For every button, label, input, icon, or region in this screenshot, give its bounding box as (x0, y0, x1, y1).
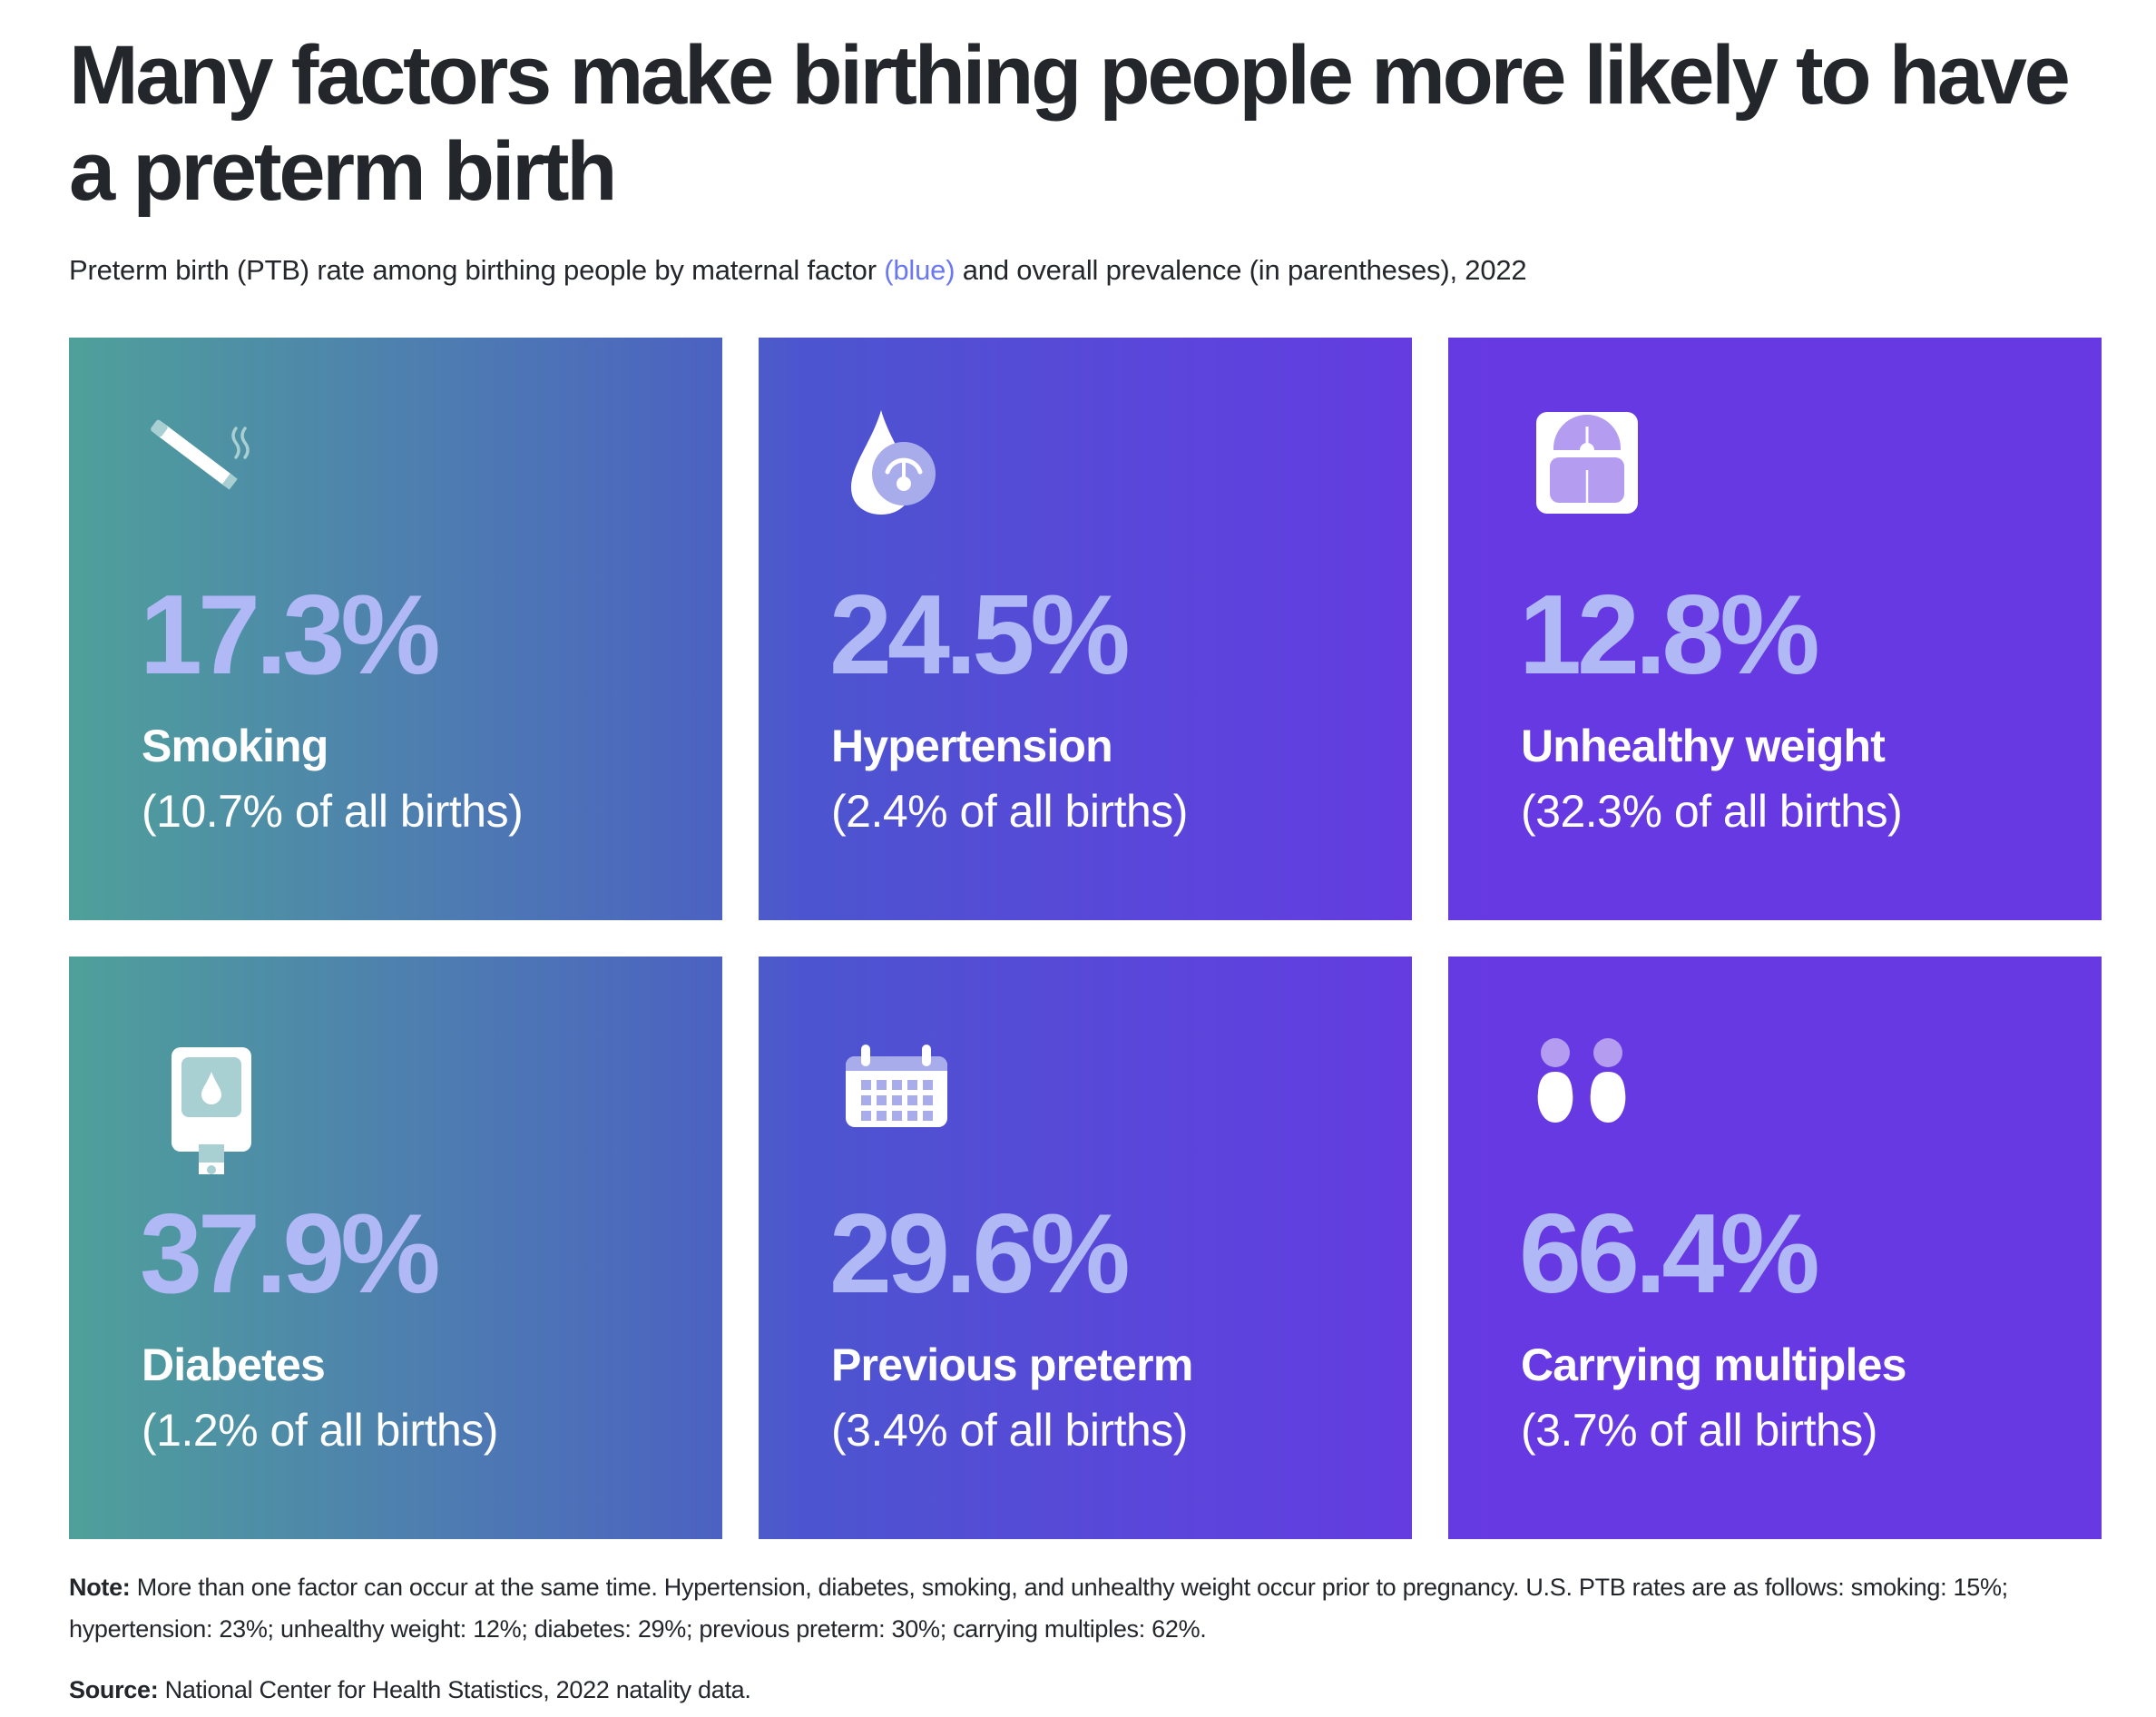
subtitle-highlight-blue: (blue) (884, 254, 956, 286)
subtitle-text-end: and overall prevalence (in parentheses),… (955, 254, 1527, 286)
note-text: More than one factor can occur at the sa… (69, 1574, 2008, 1643)
stat-value: 66.4% (1519, 1192, 1820, 1317)
note-label: Note: (69, 1574, 131, 1601)
footnote: Note: More than one factor can occur at … (69, 1566, 2120, 1650)
stat-value: 24.5% (829, 573, 1131, 698)
source-line: Source: National Center for Health Stati… (69, 1673, 751, 1706)
weight-scale-icon (1521, 401, 1639, 519)
prevalence-label: (2.4% of all births) (831, 786, 1188, 837)
factor-label: Previous preterm (831, 1339, 1193, 1390)
multiples-icon (1521, 1020, 1639, 1138)
stat-value: 12.8% (1519, 573, 1820, 698)
prevalence-label: (10.7% of all births) (142, 786, 524, 837)
prevalence-label: (3.4% of all births) (831, 1405, 1188, 1456)
prevalence-label: (1.2% of all births) (142, 1405, 498, 1456)
subtitle-text: Preterm birth (PTB) rate among birthing … (69, 254, 885, 286)
cigarette-icon (142, 401, 260, 519)
stat-value: 17.3% (140, 573, 441, 698)
stat-value: 29.6% (829, 1192, 1131, 1317)
prevalence-label: (32.3% of all births) (1521, 786, 1903, 837)
factor-card-diabetes: 37.9% Diabetes (1.2% of all births) (69, 957, 722, 1539)
factor-label: Carrying multiples (1521, 1339, 1906, 1390)
page-title: Many factors make birthing people more l… (69, 29, 2071, 218)
calendar-icon (831, 1020, 949, 1138)
factor-label: Diabetes (142, 1339, 326, 1390)
prevalence-label: (3.7% of all births) (1521, 1405, 1877, 1456)
source-text: National Center for Health Statistics, 2… (158, 1676, 751, 1703)
factor-card-smoking: 17.3% Smoking (10.7% of all births) (69, 338, 722, 920)
factor-cards-grid: 17.3% Smoking (10.7% of all births) 24.5… (69, 338, 2102, 1539)
factor-label: Smoking (142, 721, 328, 771)
factor-card-unhealthy-weight: 12.8% Unhealthy weight (32.3% of all bir… (1448, 338, 2102, 920)
factor-label: Hypertension (831, 721, 1113, 771)
subtitle: Preterm birth (PTB) rate among birthing … (69, 252, 1527, 289)
source-label: Source: (69, 1676, 159, 1703)
factor-card-hypertension: 24.5% Hypertension (2.4% of all births) (759, 338, 1412, 920)
factor-label: Unhealthy weight (1521, 721, 1886, 771)
stat-value: 37.9% (140, 1192, 441, 1317)
factor-card-carrying-multiples: 66.4% Carrying multiples (3.7% of all bi… (1448, 957, 2102, 1539)
glucose-meter-icon (142, 1038, 260, 1174)
blood-pressure-drop-icon (831, 401, 949, 519)
factor-card-previous-preterm: 29.6% Previous preterm (3.4% of all birt… (759, 957, 1412, 1539)
